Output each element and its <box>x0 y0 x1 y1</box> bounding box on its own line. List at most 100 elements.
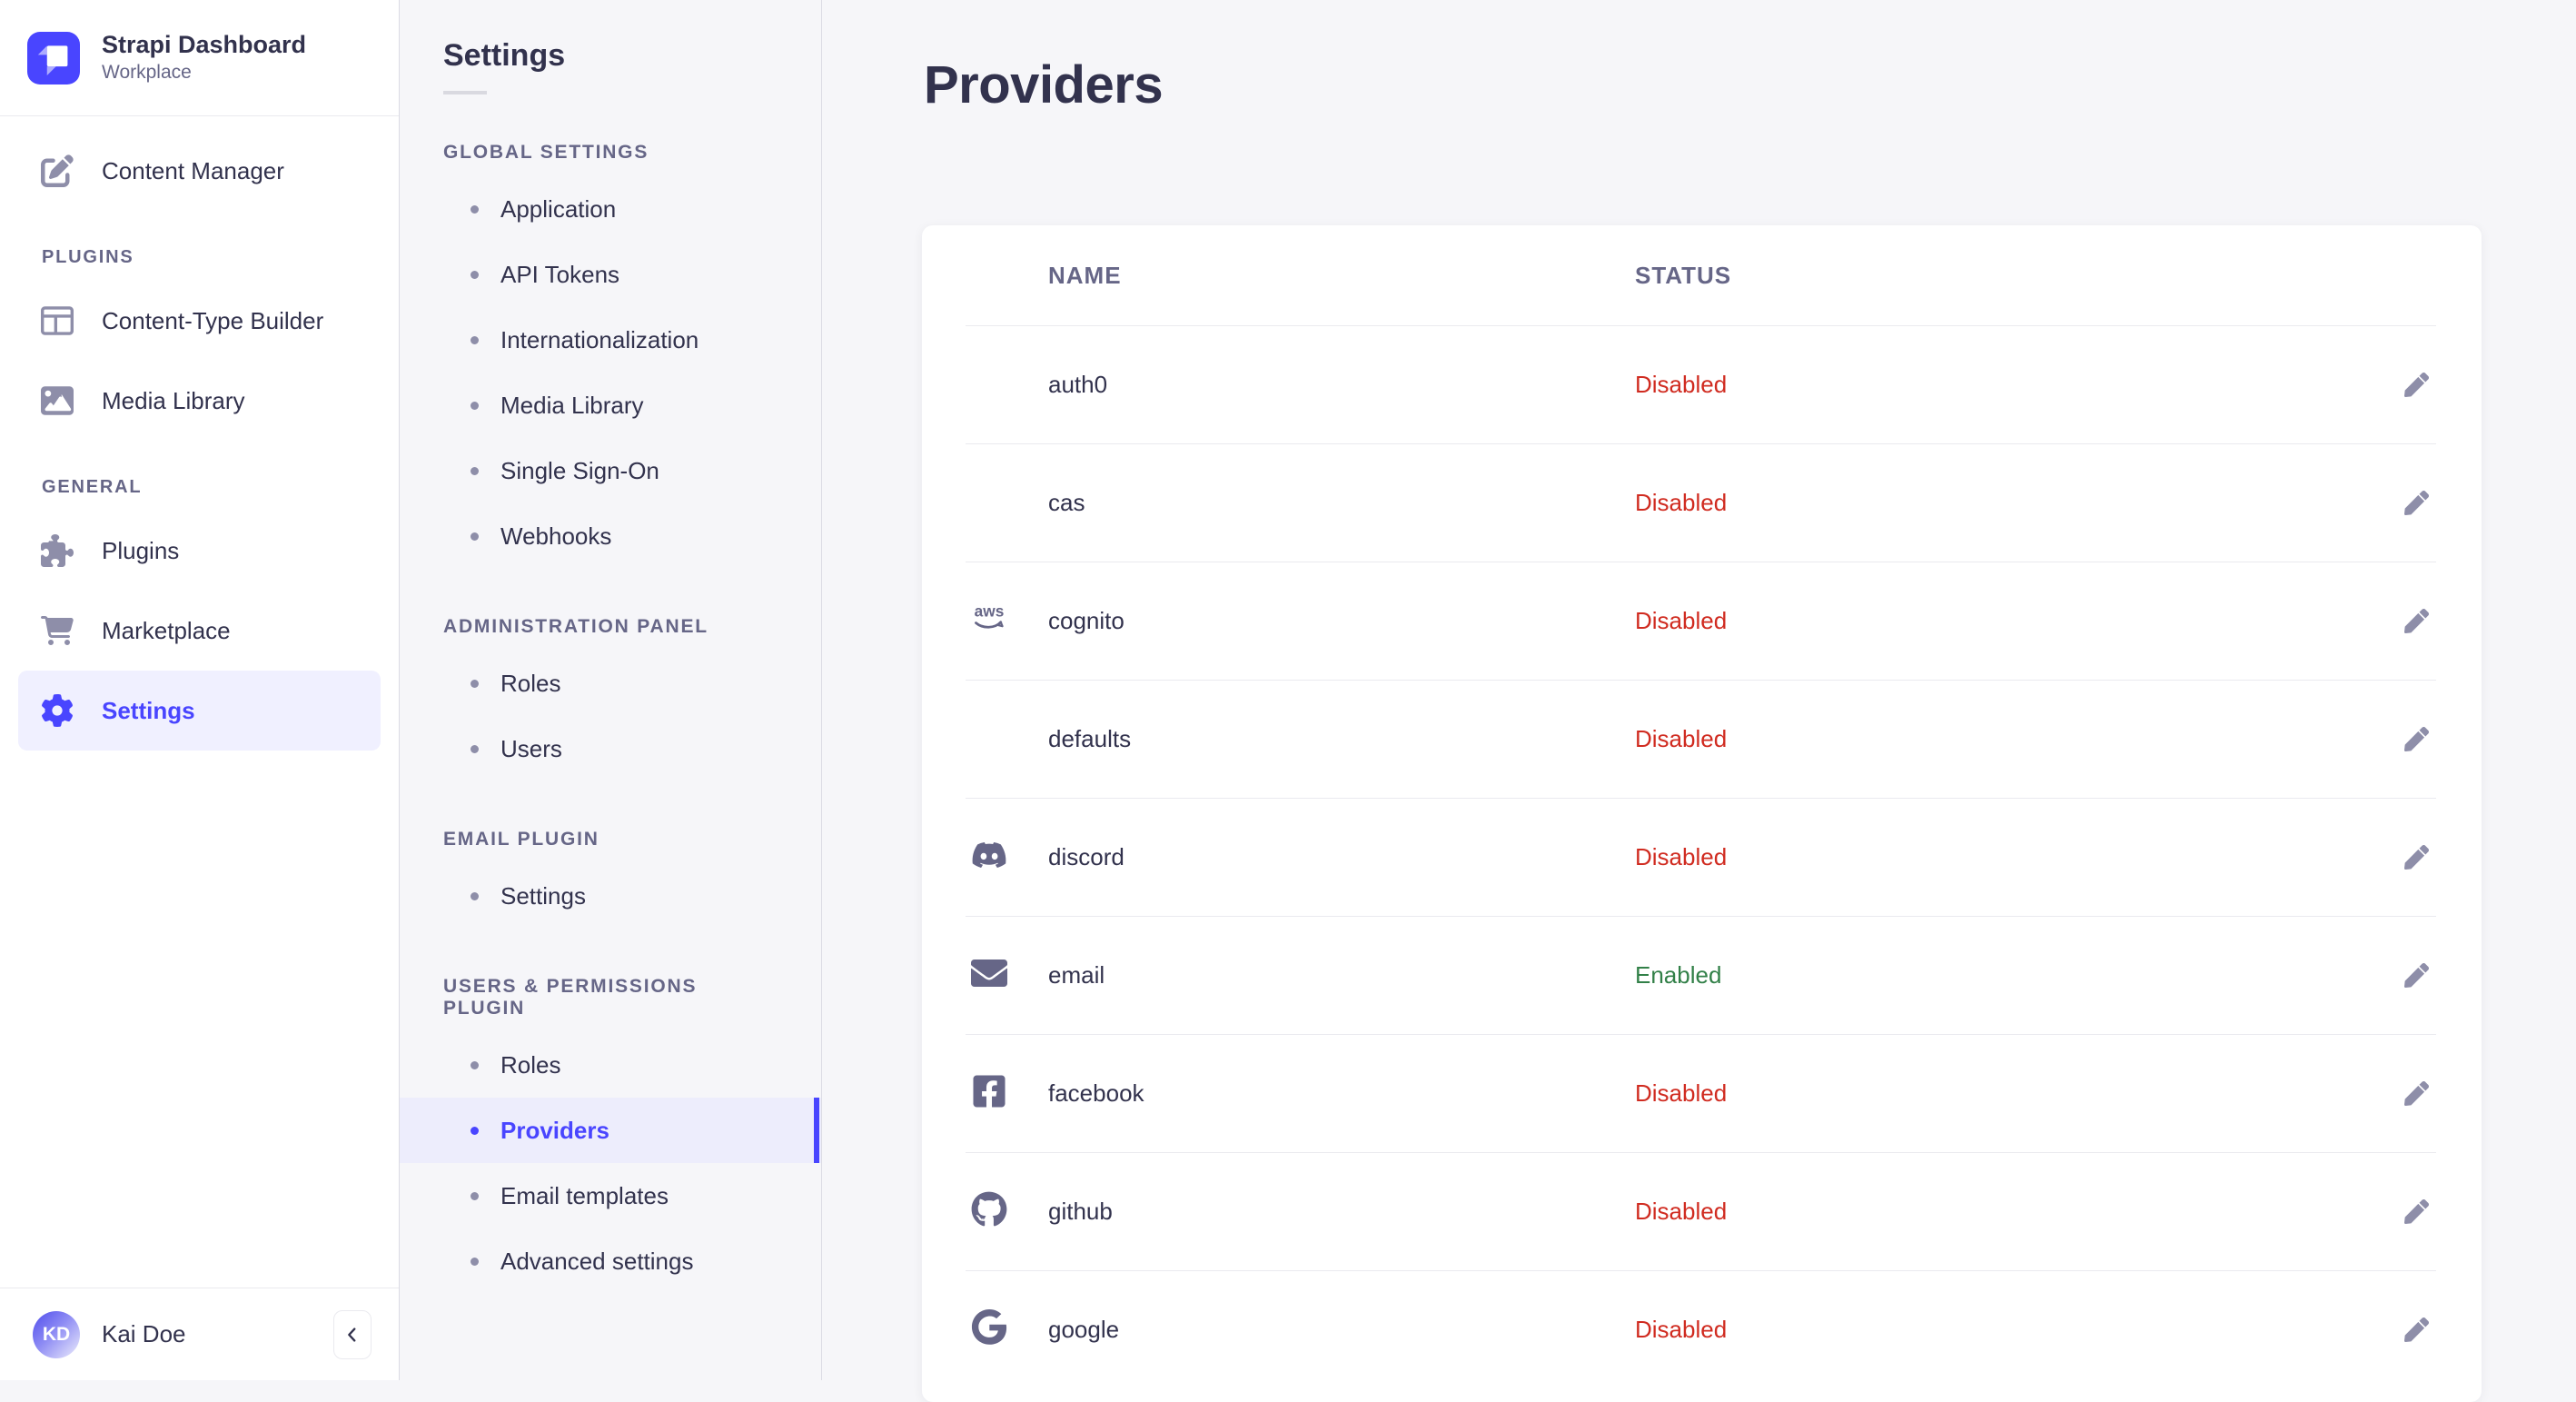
settings-icon <box>40 693 74 728</box>
main-content: Providers NAME STATUS auth0 Disabled cas Di… <box>822 0 2576 1402</box>
bullet-icon <box>471 466 479 475</box>
sidebar-item-label: Marketplace <box>102 616 231 644</box>
provider-name: github <box>1048 1198 1113 1225</box>
pencil-icon <box>2404 727 2429 751</box>
settings-nav-item-application[interactable]: Application <box>400 176 821 242</box>
sidebar-item-content-manager[interactable]: Content Manager <box>18 131 381 211</box>
edit-provider-button[interactable] <box>2404 1199 2429 1224</box>
provider-name: email <box>1048 961 1105 989</box>
edit-provider-button[interactable] <box>2404 845 2429 870</box>
settings-section-label-email-plugin: EMAIL PLUGIN <box>443 829 599 850</box>
media-library-icon <box>40 383 74 418</box>
provider-edit-cell <box>2378 727 2436 751</box>
bullet-icon <box>471 401 479 410</box>
edit-provider-button[interactable] <box>2404 1081 2429 1106</box>
settings-nav-item-single-sign-on[interactable]: Single Sign-On <box>400 438 821 503</box>
pencil-icon <box>2404 1081 2429 1106</box>
settings-nav-item-label: Providers <box>500 1116 609 1144</box>
settings-nav-item-roles[interactable]: Roles <box>400 1032 821 1098</box>
provider-icon-cell <box>966 837 1048 878</box>
sidebar-item-label: Content Manager <box>102 156 284 184</box>
provider-name: cognito <box>1048 607 1125 634</box>
avatar[interactable]: KD <box>33 1310 80 1358</box>
sidebar-item-content-type-builder[interactable]: Content-Type Builder <box>18 281 381 361</box>
user-bar: KD Kai Doe <box>0 1288 399 1380</box>
settings-nav-item-email-templates[interactable]: Email templates <box>400 1163 821 1228</box>
settings-nav-item-webhooks[interactable]: Webhooks <box>400 503 821 569</box>
bullet-icon <box>471 1060 479 1069</box>
settings-nav-item-label: Webhooks <box>500 522 612 550</box>
svg-text:aws: aws <box>975 602 1005 620</box>
provider-icon-cell <box>966 1191 1048 1232</box>
settings-nav-item-advanced-settings[interactable]: Advanced settings <box>400 1228 821 1294</box>
provider-name: cas <box>1048 489 1085 516</box>
workspace-subtitle: Workplace <box>102 62 192 84</box>
page-title: Providers <box>924 55 1164 114</box>
settings-nav-item-internationalization[interactable]: Internationalization <box>400 307 821 373</box>
sidebar-item-settings[interactable]: Settings <box>18 671 381 751</box>
main-nav: Content Manager PLUGINS Content-Type Build… <box>0 116 399 751</box>
column-header-status: STATUS <box>1635 261 1732 289</box>
edit-provider-button[interactable] <box>2404 963 2429 988</box>
settings-nav-item-label: Users <box>500 734 562 762</box>
workspace-header[interactable]: Strapi Dashboard Workplace <box>0 0 399 116</box>
edit-provider-button[interactable] <box>2404 727 2429 751</box>
settings-nav-item-label: Roles <box>500 1050 561 1079</box>
discord-icon <box>971 837 1007 878</box>
edit-provider-button[interactable] <box>2404 373 2429 397</box>
provider-status: Disabled <box>1635 1079 1728 1107</box>
nav-section-label-plugins: PLUGINS <box>42 247 134 267</box>
providers-table: NAME STATUS auth0 Disabled cas Disabled aws c… <box>966 225 2436 1388</box>
bullet-icon <box>471 1257 479 1266</box>
settings-nav-item-label: Single Sign-On <box>500 456 659 484</box>
settings-nav-item-label: Email templates <box>500 1181 669 1209</box>
settings-nav-item-settings[interactable]: Settings <box>400 863 821 929</box>
bullet-icon <box>471 532 479 541</box>
provider-status: Disabled <box>1635 489 1728 516</box>
settings-nav-item-label: Application <box>500 194 617 223</box>
provider-name: discord <box>1048 843 1125 870</box>
settings-section-label-users-permissions-plugin: USERS & PERMISSIONS PLUGIN <box>443 976 698 1019</box>
provider-row-cas: cas Disabled <box>966 443 2436 562</box>
provider-edit-cell <box>2378 1317 2436 1342</box>
provider-icon-cell <box>966 1073 1048 1114</box>
provider-edit-cell <box>2378 1081 2436 1106</box>
bullet-icon <box>471 270 479 279</box>
provider-icon-cell <box>966 1309 1048 1350</box>
bullet-icon <box>471 679 479 688</box>
settings-nav-item-users[interactable]: Users <box>400 716 821 781</box>
workspace-title: Strapi Dashboard <box>102 30 307 58</box>
strapi-logo-icon <box>27 31 80 85</box>
provider-row-facebook: facebook Disabled <box>966 1034 2436 1152</box>
settings-nav-item-roles[interactable]: Roles <box>400 651 821 716</box>
sidebar-item-label: Settings <box>102 696 195 724</box>
table-body: auth0 Disabled cas Disabled aws cognito Disabl… <box>966 325 2436 1388</box>
collapse-sidebar-button[interactable] <box>333 1309 372 1359</box>
column-header-name: NAME <box>1048 261 1122 289</box>
provider-edit-cell <box>2378 845 2436 870</box>
table-header-row: NAME STATUS <box>966 225 2436 325</box>
edit-provider-button[interactable] <box>2404 609 2429 633</box>
sidebar-item-plugins[interactable]: Plugins <box>18 511 381 591</box>
provider-edit-cell <box>2378 373 2436 397</box>
pencil-icon <box>2404 609 2429 633</box>
provider-status: Disabled <box>1635 1198 1728 1225</box>
edit-provider-button[interactable] <box>2404 1317 2429 1342</box>
envelope-icon <box>971 955 1007 996</box>
pencil-icon <box>2404 373 2429 397</box>
provider-row-google: google Disabled <box>966 1270 2436 1388</box>
provider-icon-cell: aws <box>966 601 1048 641</box>
sidebar-item-label: Media Library <box>102 386 245 414</box>
settings-nav-item-media-library[interactable]: Media Library <box>400 373 821 438</box>
settings-nav-item-providers[interactable]: Providers <box>400 1098 821 1163</box>
provider-name: facebook <box>1048 1079 1144 1107</box>
plugins-icon <box>40 533 74 568</box>
provider-edit-cell <box>2378 609 2436 633</box>
github-icon <box>971 1191 1007 1232</box>
sidebar-item-marketplace[interactable]: Marketplace <box>18 591 381 671</box>
edit-provider-button[interactable] <box>2404 491 2429 515</box>
provider-name: auth0 <box>1048 371 1108 398</box>
settings-nav-item-api-tokens[interactable]: API Tokens <box>400 242 821 307</box>
sidebar-item-media-library[interactable]: Media Library <box>18 361 381 441</box>
